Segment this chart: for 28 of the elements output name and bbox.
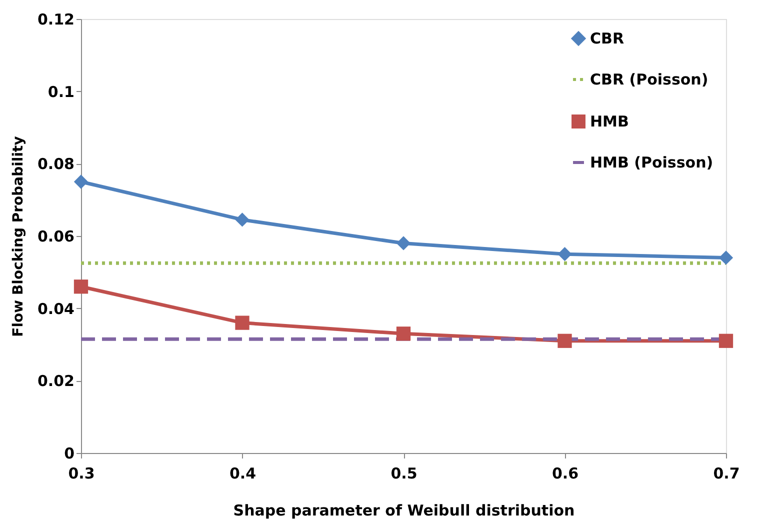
x-tick-label: 0.7	[713, 464, 740, 482]
point	[396, 236, 411, 250]
x-tick-label: 0.6	[552, 464, 579, 482]
point	[558, 334, 572, 348]
legend-label: CBR (Poisson)	[590, 70, 708, 88]
point	[718, 250, 734, 265]
y-tick-label: 0.02	[37, 372, 74, 390]
point	[235, 316, 250, 330]
point	[74, 280, 88, 294]
point	[235, 212, 250, 227]
y-tick-label: 0.1	[48, 82, 74, 101]
legend-label: CBR	[590, 30, 624, 48]
legend-label: HMB	[590, 112, 629, 130]
x-tick-label: 0.4	[229, 464, 256, 482]
y-tick-label: 0.06	[37, 228, 74, 246]
point	[718, 334, 734, 348]
y-tick-label: 0	[64, 444, 74, 462]
x-tick-label: 0.5	[390, 464, 418, 482]
point	[558, 247, 572, 262]
y-axis-title: Flow Blocking Probability	[10, 136, 26, 337]
y-tick-label: 0.08	[37, 155, 74, 174]
y-tick-label: 0.04	[37, 300, 74, 318]
legend-label: HMB (Poisson)	[590, 154, 714, 172]
x-tick-label: 0.3	[68, 464, 95, 482]
point	[396, 326, 411, 341]
x-axis-title: Shape parameter of Weibull distribution	[233, 502, 575, 520]
y-tick-label: 0.12	[37, 10, 74, 28]
point	[74, 174, 88, 189]
